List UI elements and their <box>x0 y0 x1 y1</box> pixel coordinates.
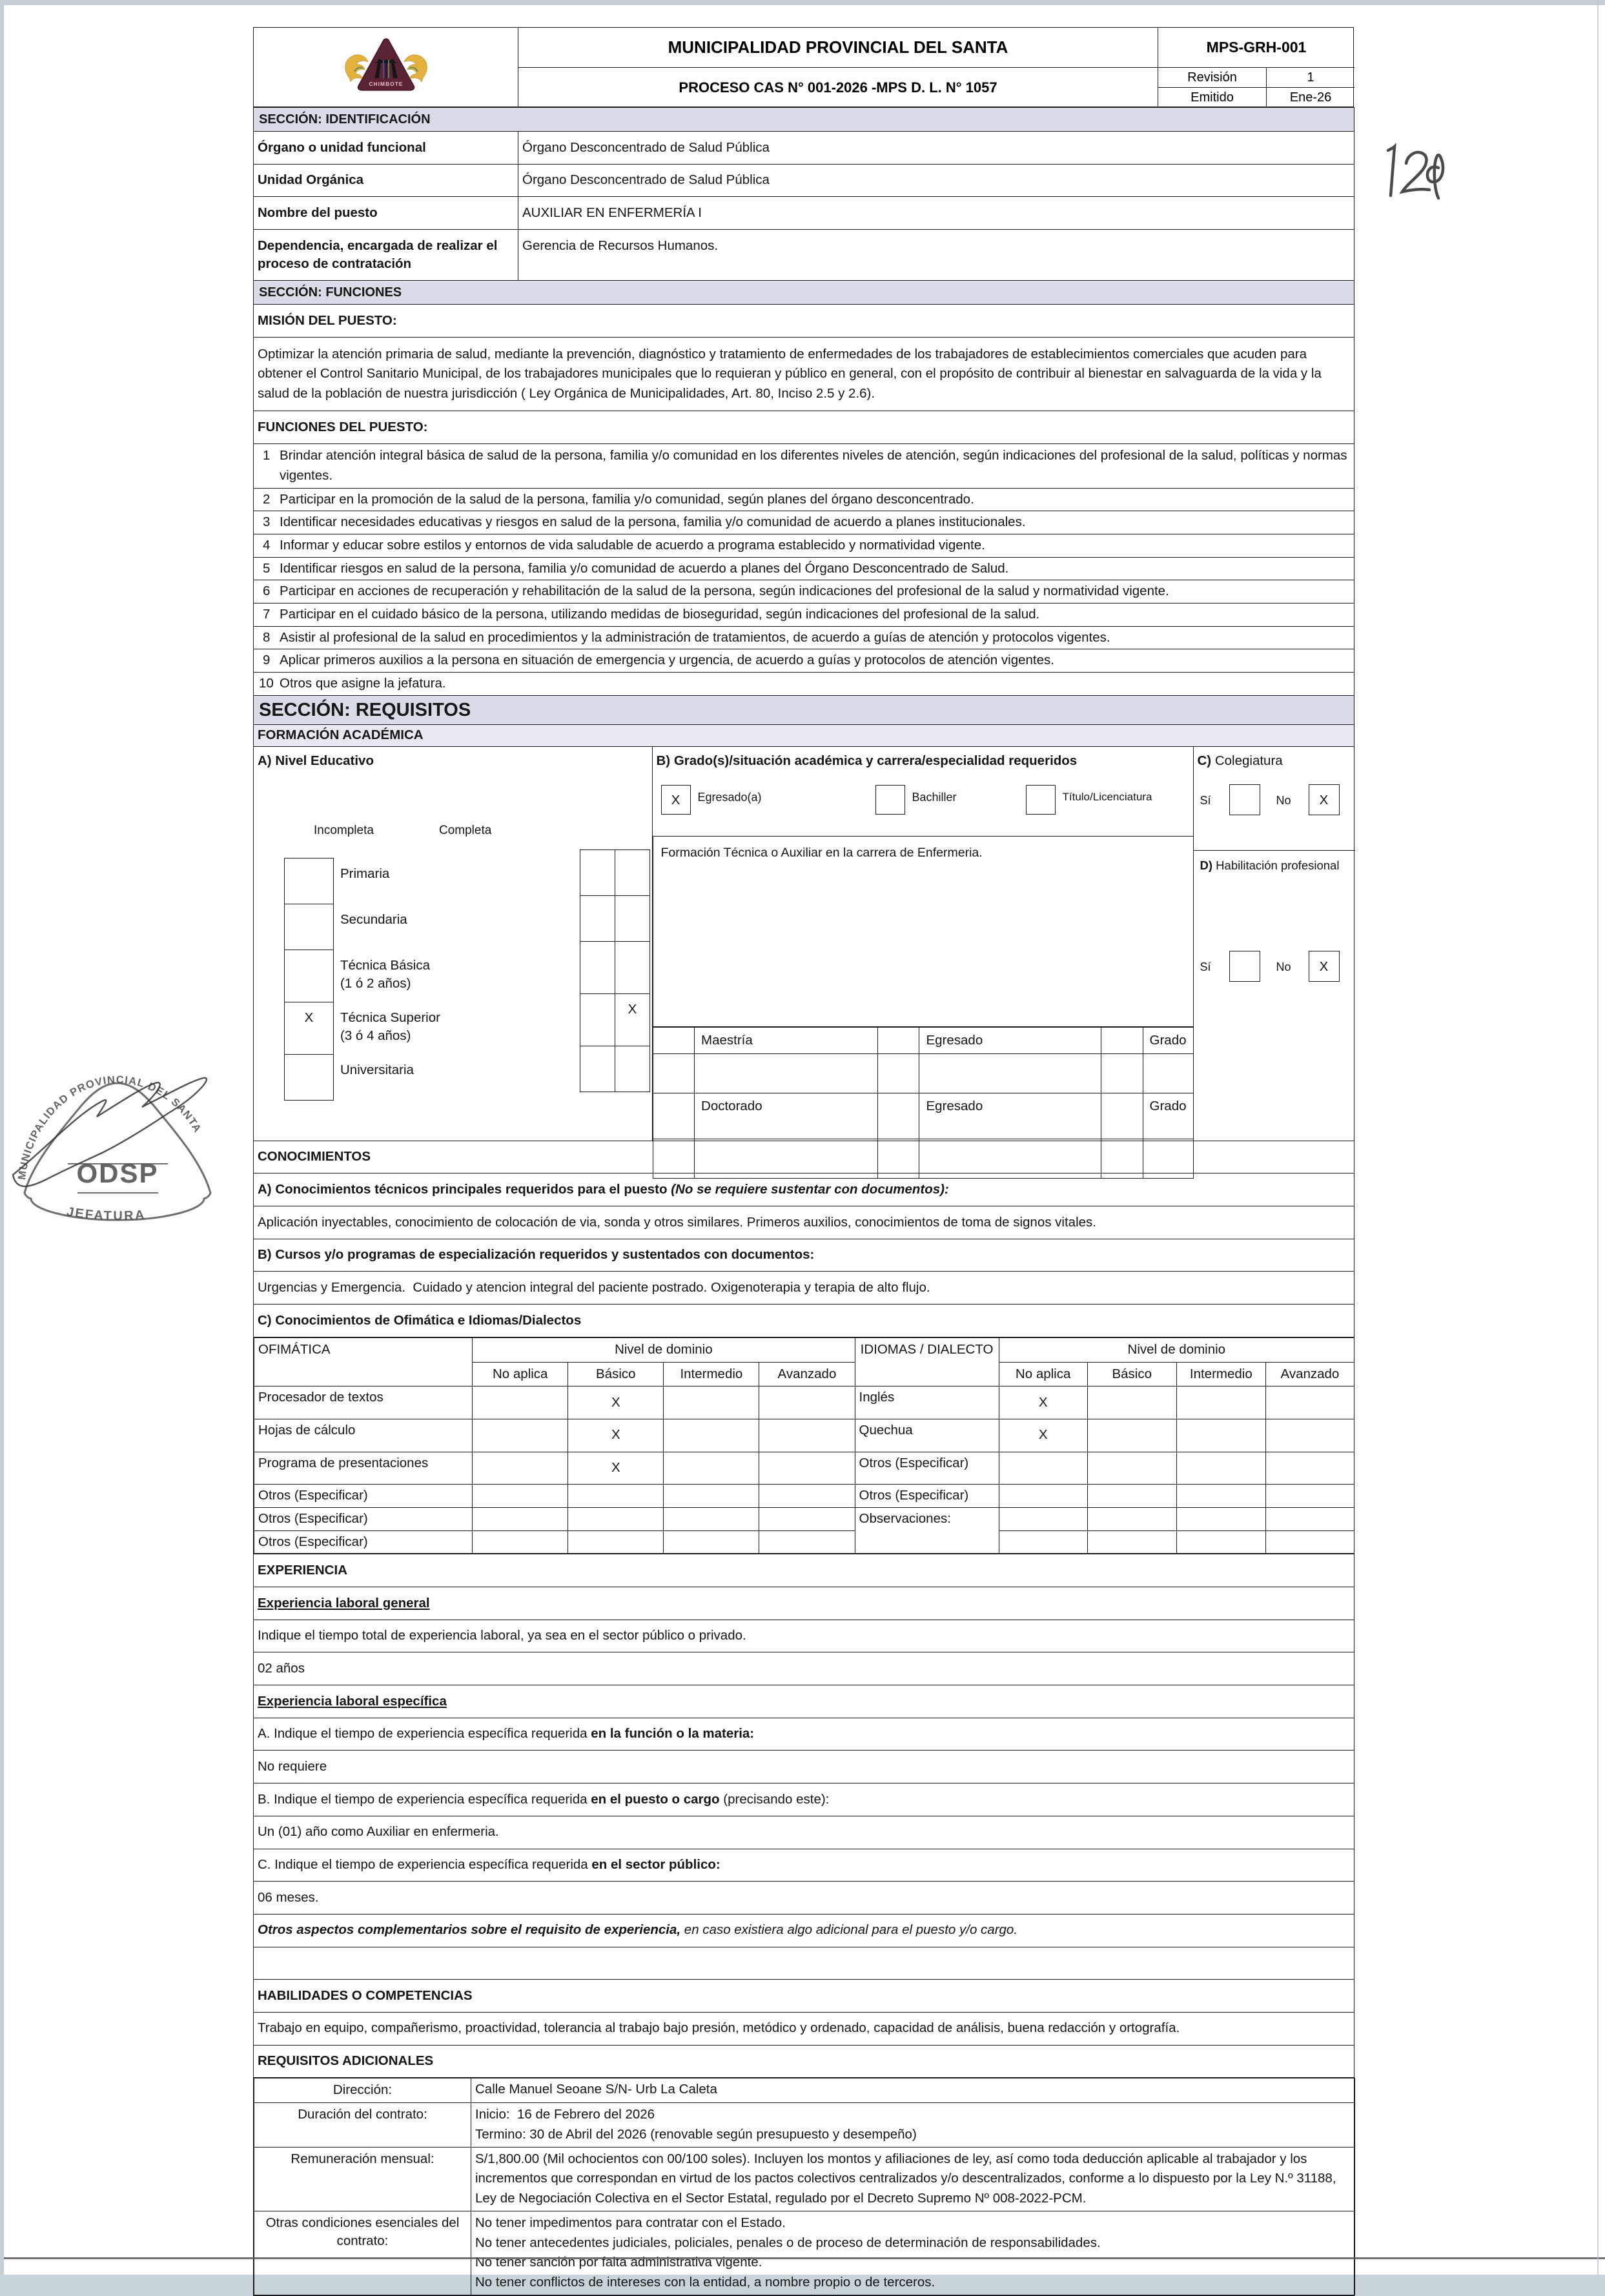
svg-text:JEFATURA: JEFATURA <box>65 1204 146 1223</box>
svg-text:CHIMBOTE: CHIMBOTE <box>369 81 403 87</box>
svg-text:ODSP: ODSP <box>76 1158 158 1188</box>
